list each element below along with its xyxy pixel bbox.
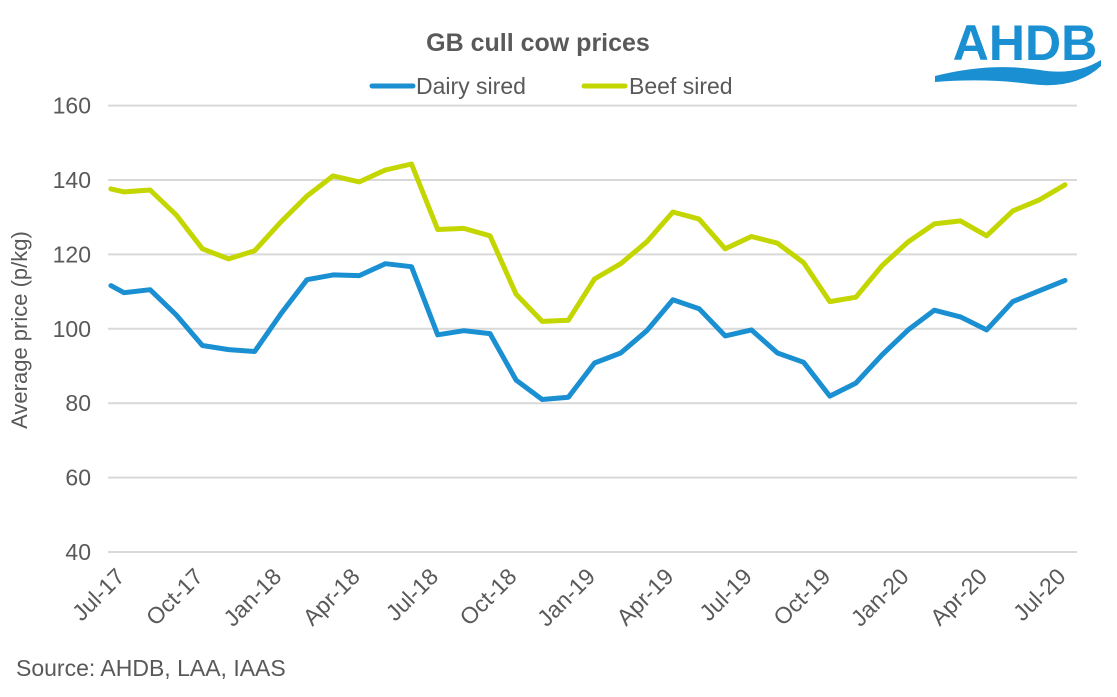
x-tick-label: Apr-18 <box>298 563 365 630</box>
x-tick-label: Apr-19 <box>611 563 678 630</box>
chart-title: GB cull cow prices <box>426 29 650 57</box>
x-tick-label: Oct-19 <box>768 563 835 630</box>
x-tick-label: Oct-18 <box>454 563 521 630</box>
y-tick-label: 160 <box>53 93 91 119</box>
y-tick-label: 100 <box>53 316 91 342</box>
y-tick-label: 120 <box>53 241 91 267</box>
x-tick-label: Jul-20 <box>1008 563 1071 626</box>
series-lines <box>108 161 1068 402</box>
y-tick-label: 80 <box>65 390 91 416</box>
source-note: Source: AHDB, LAA, IAAS <box>16 655 286 681</box>
x-axis: Jul-17 Oct-17 Jan-18 Apr-18 Jul-18 Oct-18 Jan-… <box>67 563 1071 631</box>
logo-wave-icon <box>935 60 1101 86</box>
x-tick-label: Apr-20 <box>925 563 992 630</box>
x-tick-label: Oct-17 <box>141 563 208 630</box>
x-tick-label: Jul-17 <box>67 563 130 626</box>
x-tick-label: Jul-19 <box>694 563 757 626</box>
y-tick-label: 140 <box>53 167 91 193</box>
gridlines <box>108 104 1077 553</box>
legend-label-dairy: Dairy sired <box>416 73 526 99</box>
ahdb-logo: AHDB <box>935 15 1101 86</box>
legend-label-beef: Beef sired <box>629 73 733 99</box>
legend: Dairy sired Beef sired <box>369 73 733 99</box>
x-tick-label: Jan-20 <box>846 563 914 631</box>
logo-text: AHDB <box>953 15 1097 71</box>
y-axis-label: Average price (p/kg) <box>7 231 32 429</box>
x-tick-label: Jul-18 <box>381 563 444 626</box>
series-line-beef-sired <box>108 161 1068 324</box>
y-axis: 40 60 80 100 120 140 160 <box>53 93 91 565</box>
y-tick-label: 60 <box>65 465 91 491</box>
series-line-dairy-sired <box>108 261 1068 402</box>
x-tick-label: Jan-18 <box>218 563 286 631</box>
x-tick-label: Jan-19 <box>532 563 600 631</box>
y-tick-label: 40 <box>65 539 91 565</box>
